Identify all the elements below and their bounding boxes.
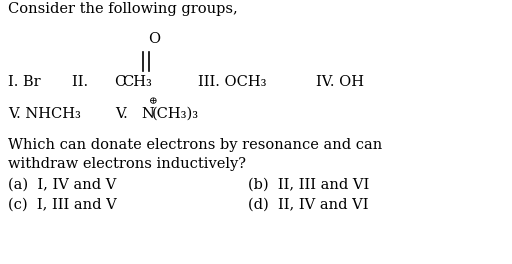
Text: (a)  I, IV and V: (a) I, IV and V <box>8 178 116 192</box>
Text: N: N <box>141 107 154 121</box>
Text: (c)  I, III and V: (c) I, III and V <box>8 198 117 212</box>
Text: ⊕: ⊕ <box>149 97 158 106</box>
Text: (CH₃)₃: (CH₃)₃ <box>152 107 199 121</box>
Text: V. NHCH₃: V. NHCH₃ <box>8 107 81 121</box>
Text: III. OCH₃: III. OCH₃ <box>198 75 267 89</box>
Text: withdraw electrons inductively?: withdraw electrons inductively? <box>8 157 246 171</box>
Text: IV. OH: IV. OH <box>316 75 364 89</box>
Text: II.: II. <box>72 75 93 89</box>
Text: Which can donate electrons by resonance and can: Which can donate electrons by resonance … <box>8 138 382 152</box>
Text: O: O <box>148 32 160 46</box>
Text: (b)  II, III and VI: (b) II, III and VI <box>248 178 369 192</box>
Text: (d)  II, IV and VI: (d) II, IV and VI <box>248 198 369 212</box>
Text: C: C <box>114 75 125 89</box>
Text: V.: V. <box>115 107 133 121</box>
Text: I. Br: I. Br <box>8 75 40 89</box>
Text: CH₃: CH₃ <box>122 75 152 89</box>
Text: Consider the following groups,: Consider the following groups, <box>8 2 238 16</box>
